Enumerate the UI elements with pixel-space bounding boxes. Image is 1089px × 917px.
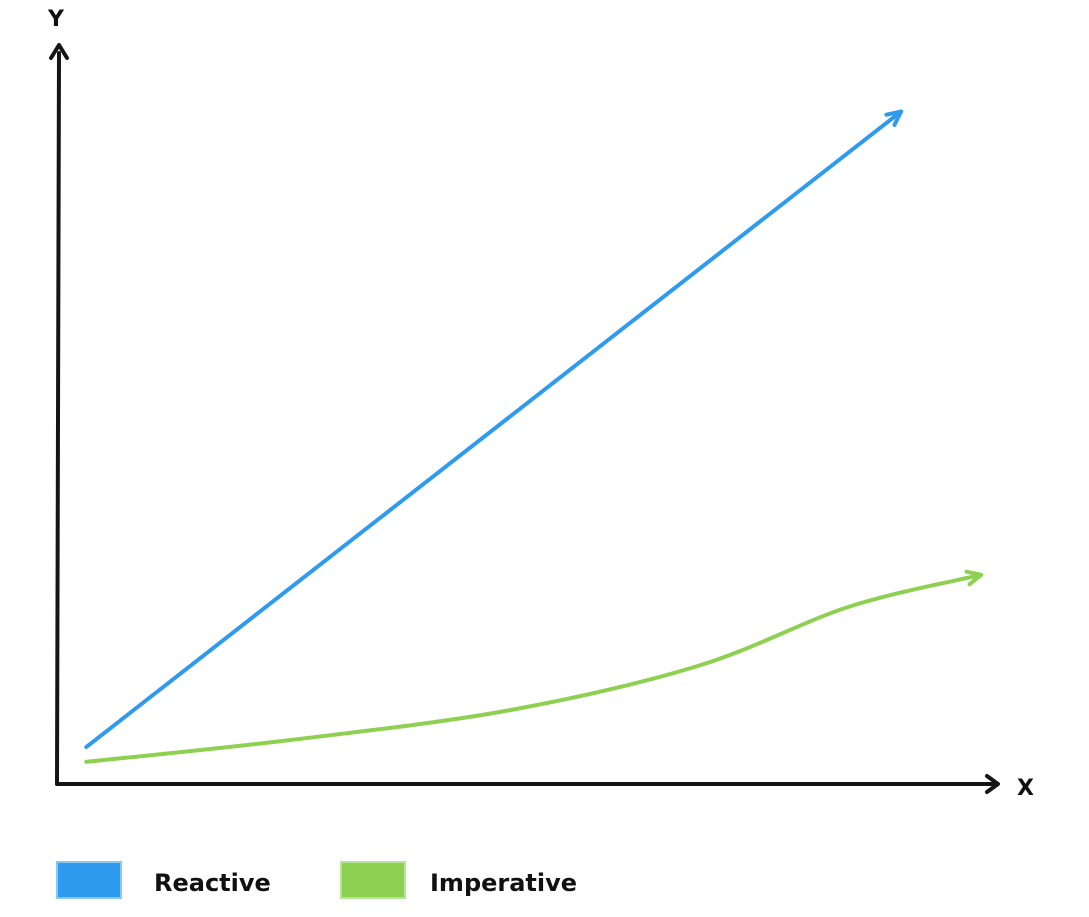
- imperative-arrow: [964, 569, 984, 587]
- series-imperative: [84, 569, 984, 764]
- legend-swatch-reactive: [56, 861, 122, 899]
- legend-label-reactive: Reactive: [154, 869, 271, 897]
- x-axis-label: X: [1017, 776, 1034, 801]
- x-axis-arrow: [985, 774, 1000, 794]
- y-axis-line: [55, 51, 61, 786]
- reactive-arrow: [884, 109, 904, 127]
- y-axis-label: Y: [47, 7, 65, 32]
- legend-item-imperative: Imperative: [340, 861, 577, 899]
- imperative-line: [84, 572, 984, 764]
- legend-label-imperative: Imperative: [430, 869, 577, 897]
- y-axis-arrow: [49, 43, 69, 60]
- legend-item-reactive: Reactive: [56, 861, 271, 899]
- legend: Reactive Imperative: [56, 861, 577, 899]
- series-reactive: [84, 109, 904, 750]
- reactive-line: [84, 109, 904, 750]
- axes: Y X: [47, 7, 1034, 801]
- legend-swatch-imperative: [340, 861, 406, 899]
- series-layer: [84, 109, 984, 764]
